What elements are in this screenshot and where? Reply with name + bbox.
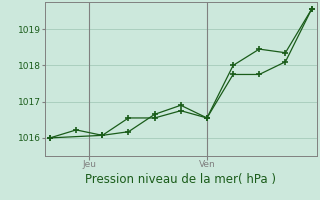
X-axis label: Pression niveau de la mer( hPa ): Pression niveau de la mer( hPa ) [85, 173, 276, 186]
